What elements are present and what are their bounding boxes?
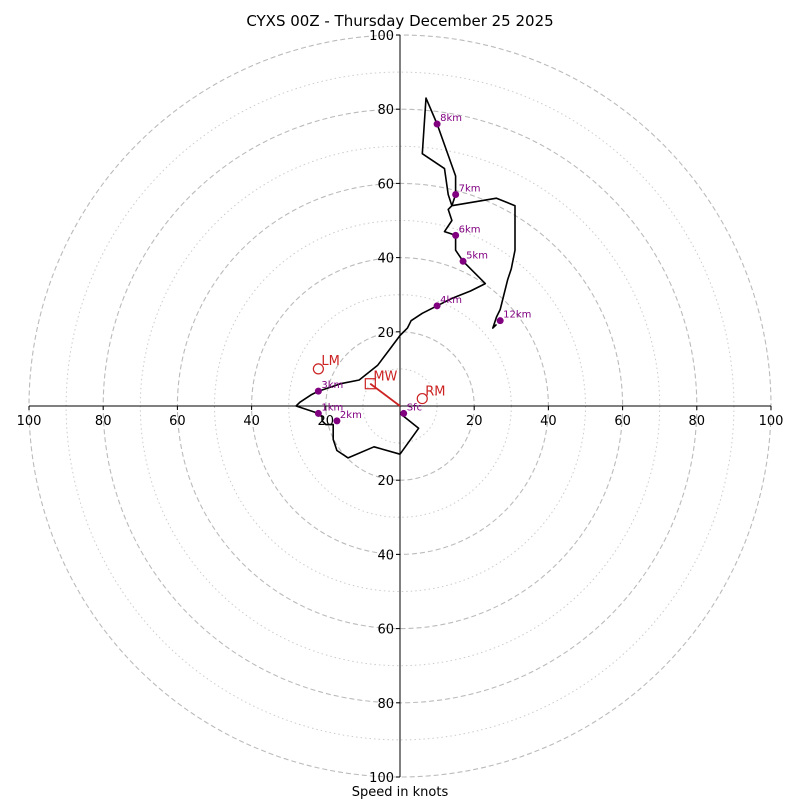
height-label-2km: 2km xyxy=(340,410,362,421)
height-label-4km: 4km xyxy=(440,295,462,306)
x-tick-label: 40 xyxy=(540,414,557,429)
height-point-5km xyxy=(459,257,467,265)
x-tick-label: 40 xyxy=(243,414,260,429)
y-tick-label: 100 xyxy=(369,29,394,44)
y-tick-label: 40 xyxy=(377,548,394,563)
height-point-7km xyxy=(452,191,460,199)
y-tick-label: 20 xyxy=(377,326,394,341)
left-mover-marker xyxy=(312,363,324,375)
y-tick-label: 100 xyxy=(369,771,394,786)
right-mover-marker xyxy=(416,392,428,405)
height-label-6km: 6km xyxy=(459,224,481,235)
height-point-sfc xyxy=(400,409,408,417)
trace-line xyxy=(295,197,516,459)
y-tick-label: 60 xyxy=(377,177,394,192)
storm-label-mw: MW xyxy=(373,370,397,385)
height-label-12km: 12km xyxy=(503,310,531,321)
height-point-2km xyxy=(333,417,341,425)
height-label-7km: 7km xyxy=(459,184,481,195)
x-tick-label: 60 xyxy=(169,414,186,429)
storm-motion-markers: LM MW RM xyxy=(312,354,446,407)
height-point-12km xyxy=(496,317,504,325)
trace-line-upper xyxy=(421,97,457,206)
x-tick-label: 20 xyxy=(466,414,483,429)
storm-label-lm: LM xyxy=(321,354,339,369)
height-point-1km xyxy=(314,409,322,417)
height-point-3km xyxy=(314,387,322,395)
hodograph-trace xyxy=(295,97,516,459)
x-tick-label: 100 xyxy=(759,414,784,429)
storm-label-rm: RM xyxy=(425,385,445,400)
height-label-5km: 5km xyxy=(466,250,488,261)
height-label-sfc: Sfc xyxy=(407,402,422,413)
y-tick-label: 60 xyxy=(377,623,394,638)
tick-labels: 2020202040404040606060608080808010010010… xyxy=(17,29,784,786)
y-tick-label: 80 xyxy=(377,103,394,118)
height-point-8km xyxy=(433,120,441,128)
height-label-1km: 1km xyxy=(321,402,343,413)
x-axis-label: Speed in knots xyxy=(352,785,449,800)
x-tick-label: 100 xyxy=(17,414,42,429)
height-point-6km xyxy=(452,231,460,239)
height-label-8km: 8km xyxy=(440,113,462,124)
mean-wind-marker xyxy=(364,378,376,390)
y-tick-label: 20 xyxy=(377,474,394,489)
height-point-4km xyxy=(433,302,441,310)
chart-title: CYXS 00Z - Thursday December 25 2025 xyxy=(246,12,553,30)
y-tick-label: 80 xyxy=(377,697,394,712)
x-tick-label: 80 xyxy=(689,414,706,429)
height-label-3km: 3km xyxy=(321,380,343,391)
x-tick-label: 60 xyxy=(614,414,631,429)
x-tick-label: 80 xyxy=(95,414,112,429)
y-tick-label: 40 xyxy=(377,252,394,267)
